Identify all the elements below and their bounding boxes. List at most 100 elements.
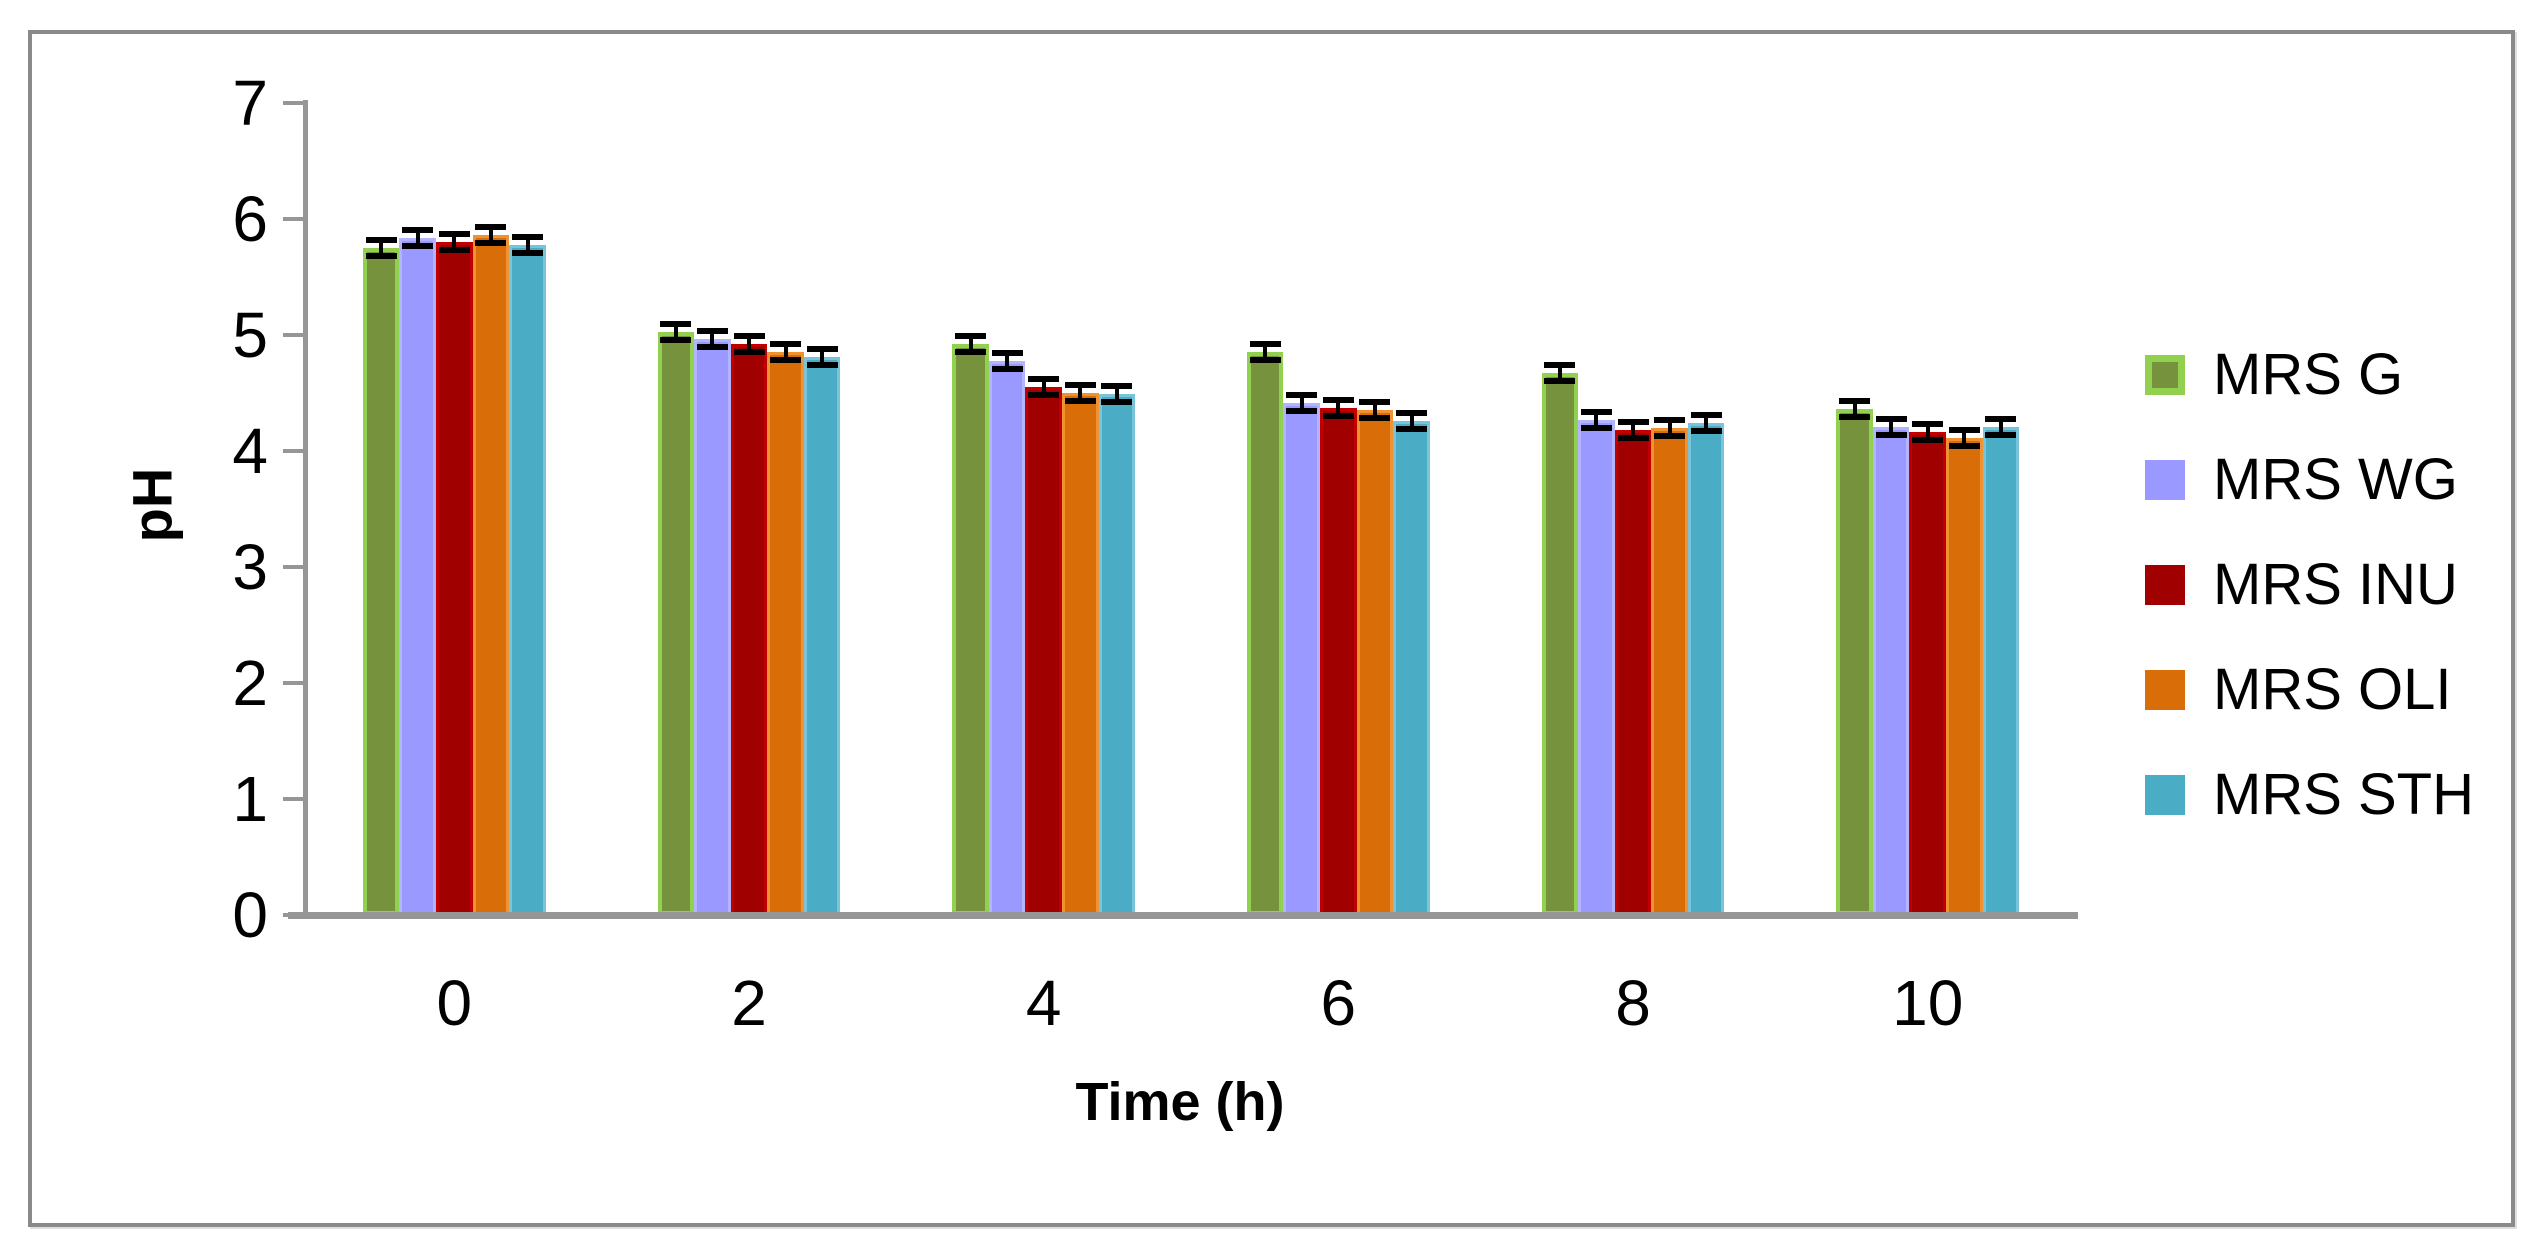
error-bar-stem <box>525 233 530 256</box>
y-tick-label: 5 <box>232 299 268 371</box>
error-bar-stem <box>1852 398 1857 421</box>
y-axis-title: pH <box>120 467 184 543</box>
y-tick-label: 6 <box>232 183 268 255</box>
error-bar <box>1322 397 1354 420</box>
error-bar-stem <box>820 346 825 368</box>
bar <box>1246 352 1284 915</box>
legend-label: MRS STH <box>2213 762 2474 827</box>
error-bar-stem <box>747 333 751 356</box>
x-tick-label: 0 <box>436 967 473 1039</box>
bar <box>730 344 768 915</box>
error-bar <box>1948 427 1980 450</box>
legend-label: MRS OLI <box>2213 657 2452 722</box>
error-bar-stem <box>1704 412 1709 435</box>
bar <box>988 360 1026 915</box>
bar <box>767 352 804 915</box>
error-bar-stem <box>1889 415 1894 438</box>
error-bar-stem <box>1005 349 1010 372</box>
bar <box>1614 430 1652 915</box>
x-tick-label: 8 <box>1615 967 1651 1039</box>
error-bar <box>1286 392 1318 415</box>
error-bar <box>991 349 1023 372</box>
error-bar <box>1875 415 1907 438</box>
legend-item: MRS G <box>2145 342 2474 407</box>
error-bar-stem <box>452 231 457 254</box>
error-bar <box>402 226 434 249</box>
bar <box>1836 409 1873 915</box>
error-bar <box>1985 415 2017 438</box>
error-bar <box>770 341 802 364</box>
error-bar <box>512 233 543 256</box>
bar <box>509 244 546 915</box>
bar <box>1393 420 1430 915</box>
error-bar-stem <box>968 333 973 356</box>
error-bar <box>475 224 507 247</box>
error-bar-stem <box>1631 419 1635 442</box>
error-bar <box>438 231 470 254</box>
error-bar-stem <box>783 341 788 364</box>
x-tick-label: 4 <box>1025 967 1062 1039</box>
bar <box>1578 419 1615 915</box>
y-tick-mark <box>283 449 308 453</box>
bar <box>1651 427 1688 915</box>
bar <box>803 357 841 915</box>
error-bar <box>1617 419 1649 442</box>
y-axis-line <box>303 100 308 918</box>
y-tick-label: 2 <box>232 647 268 719</box>
legend-label: MRS WG <box>2213 447 2458 512</box>
error-bar <box>1101 383 1133 406</box>
error-bar <box>733 333 765 356</box>
legend-swatch <box>2145 775 2185 815</box>
error-bar <box>1839 398 1870 421</box>
legend-label: MRS G <box>2213 342 2404 407</box>
bar <box>1062 393 1099 915</box>
error-bar-stem <box>1336 397 1341 420</box>
y-tick-label: 0 <box>232 879 268 951</box>
y-tick-label: 1 <box>232 763 268 835</box>
y-tick-mark <box>283 565 308 569</box>
error-bar-stem <box>1041 376 1046 399</box>
error-bar-stem <box>1409 409 1414 432</box>
bar <box>399 237 436 915</box>
error-bar <box>1912 421 1944 444</box>
bar <box>1320 408 1357 915</box>
error-bar <box>1654 416 1686 439</box>
bar <box>1356 410 1394 915</box>
x-tick-label: 10 <box>1892 967 1964 1039</box>
bar <box>1098 394 1136 915</box>
y-tick-mark <box>283 217 308 221</box>
bar <box>1025 387 1062 915</box>
error-bar <box>1249 341 1281 364</box>
error-bar-stem <box>710 327 715 350</box>
legend: MRS G MRS WG MRS INU MRS OLI MRS STH <box>2145 342 2474 880</box>
bar <box>1872 426 1910 915</box>
bar <box>436 242 473 915</box>
error-bar <box>1064 382 1096 404</box>
bar <box>1946 438 1983 915</box>
y-tick-mark <box>283 797 308 801</box>
error-bar <box>1544 362 1576 385</box>
legend-swatch <box>2145 670 2185 710</box>
legend-item: MRS STH <box>2145 762 2474 827</box>
error-bar-stem <box>1998 415 2003 438</box>
bar <box>472 235 510 915</box>
legend-item: MRS OLI <box>2145 657 2474 722</box>
error-bar-stem <box>1078 382 1083 404</box>
bar <box>362 248 400 915</box>
y-tick-label: 7 <box>232 67 268 139</box>
y-tick-label: 3 <box>232 531 268 603</box>
bar <box>1687 423 1725 915</box>
legend-swatch <box>2145 565 2185 605</box>
legend-label: MRS INU <box>2213 552 2458 617</box>
error-bar-stem <box>1114 383 1119 406</box>
error-bar <box>1580 408 1612 431</box>
error-bar <box>696 327 728 350</box>
error-bar <box>1028 376 1060 399</box>
bar <box>1909 432 1946 915</box>
error-bar <box>955 333 986 356</box>
y-tick-mark <box>283 333 308 337</box>
error-bar <box>660 320 692 343</box>
error-bar-stem <box>1372 399 1377 422</box>
